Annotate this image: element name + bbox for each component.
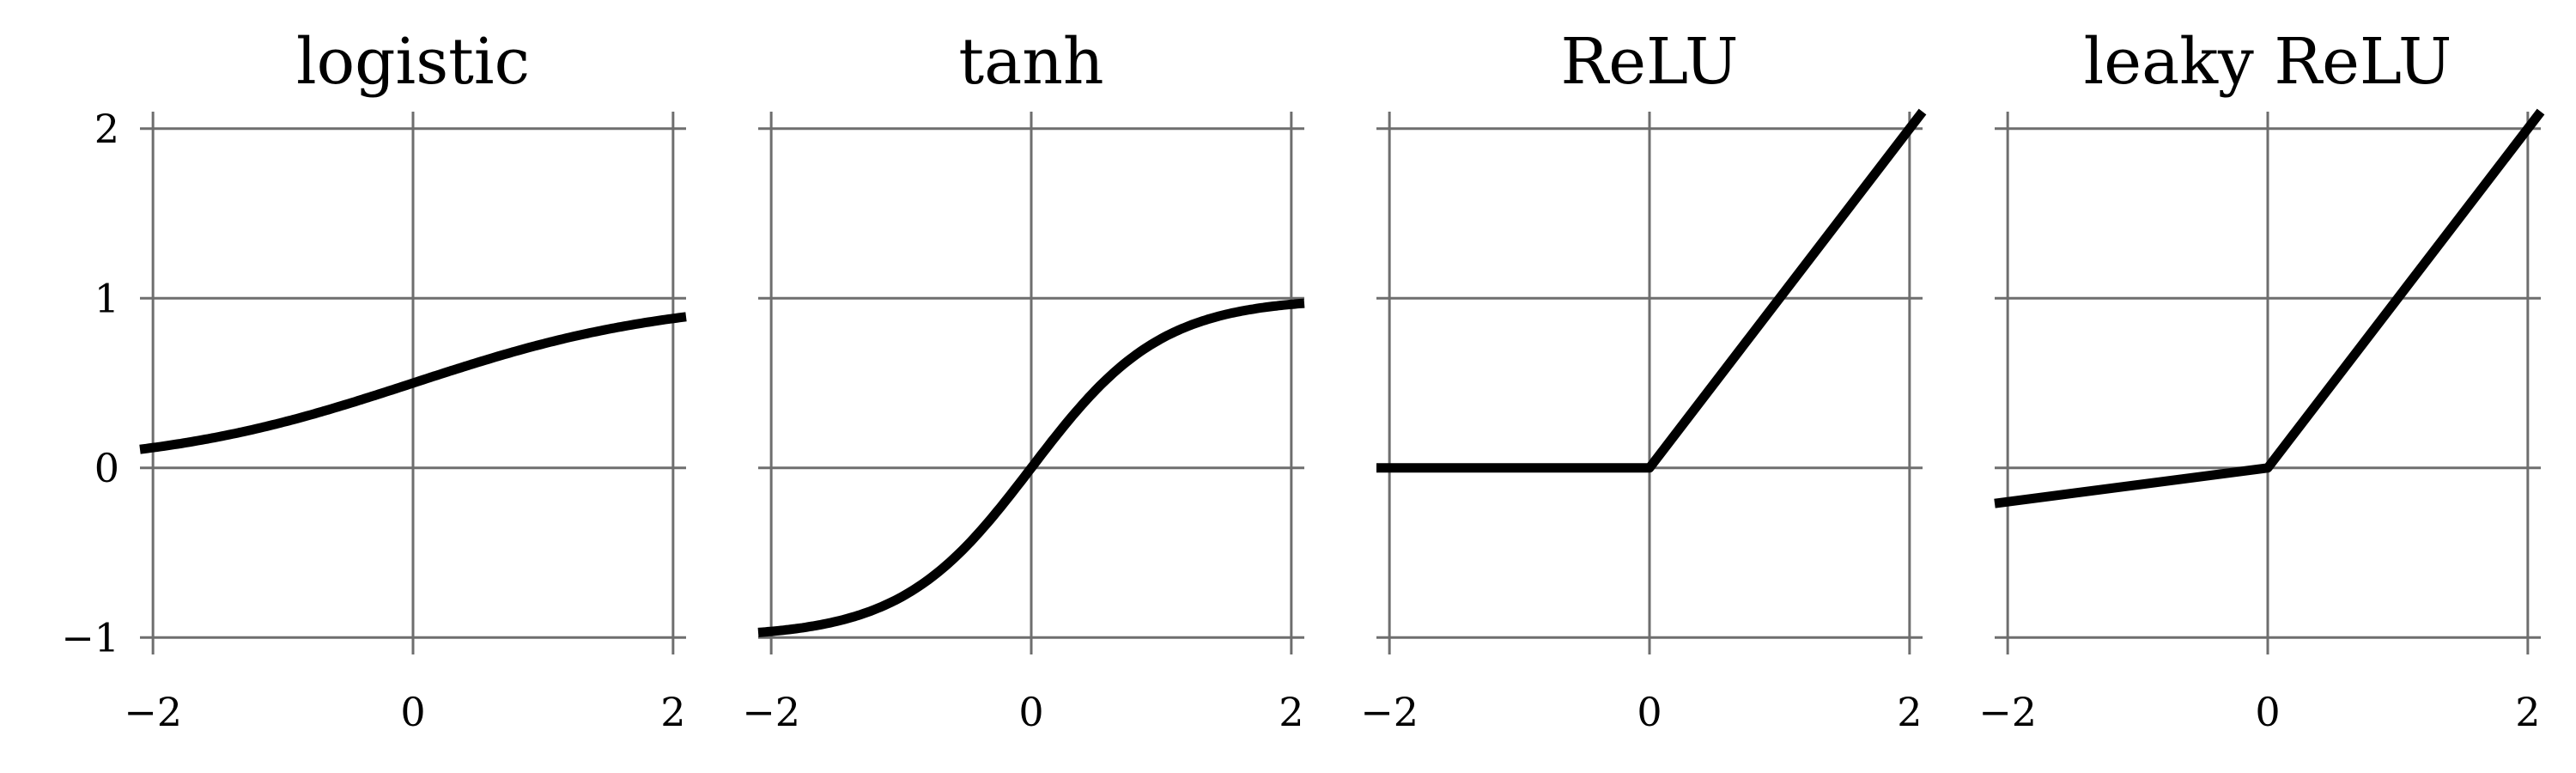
series-line bbox=[1994, 108, 2545, 508]
x-tick-labels: −2 0 2 bbox=[124, 689, 685, 735]
x-tick-labels: −2 0 2 bbox=[1360, 689, 1922, 735]
series-line bbox=[138, 312, 688, 454]
x-tick-labels: −2 0 2 bbox=[742, 689, 1303, 735]
x-tick-label: 2 bbox=[2515, 689, 2540, 735]
panel-tanh: tanh −2 0 2 bbox=[742, 25, 1306, 735]
y-tick-label: −1 bbox=[61, 614, 119, 660]
x-tick-label: −2 bbox=[1360, 689, 1419, 735]
panel-title: tanh bbox=[958, 25, 1103, 99]
panel-title: ReLU bbox=[1561, 25, 1739, 99]
y-tick-label: 1 bbox=[94, 275, 119, 321]
y-tick-label: 0 bbox=[94, 445, 119, 491]
panel-relu: ReLU −2 0 2 bbox=[1360, 25, 1927, 735]
grid-lines bbox=[140, 112, 686, 654]
panel-logistic: logistic −1 0 1 2 −2 0 2 bbox=[61, 25, 688, 735]
x-tick-label: 2 bbox=[660, 689, 685, 735]
x-tick-label: 0 bbox=[2255, 689, 2280, 735]
x-tick-label: 2 bbox=[1897, 689, 1922, 735]
panel-leaky-relu: leaky ReLU −2 0 2 bbox=[1978, 25, 2545, 735]
x-tick-label: −2 bbox=[124, 689, 182, 735]
series-line bbox=[756, 298, 1306, 637]
grid-lines bbox=[758, 112, 1304, 654]
y-tick-labels: −1 0 1 2 bbox=[61, 106, 119, 661]
x-tick-label: 0 bbox=[400, 689, 425, 735]
grid-lines bbox=[1995, 112, 2541, 654]
panel-title: logistic bbox=[296, 25, 530, 99]
x-tick-label: 0 bbox=[1018, 689, 1043, 735]
panel-title: leaky ReLU bbox=[2084, 25, 2452, 99]
x-tick-label: −2 bbox=[742, 689, 800, 735]
series-line bbox=[1376, 108, 1927, 473]
x-tick-label: −2 bbox=[1978, 689, 2037, 735]
x-tick-label: 0 bbox=[1637, 689, 1662, 735]
x-tick-label: 2 bbox=[1279, 689, 1303, 735]
x-tick-labels: −2 0 2 bbox=[1978, 689, 2540, 735]
y-tick-label: 2 bbox=[94, 106, 119, 152]
grid-lines bbox=[1376, 112, 1923, 654]
